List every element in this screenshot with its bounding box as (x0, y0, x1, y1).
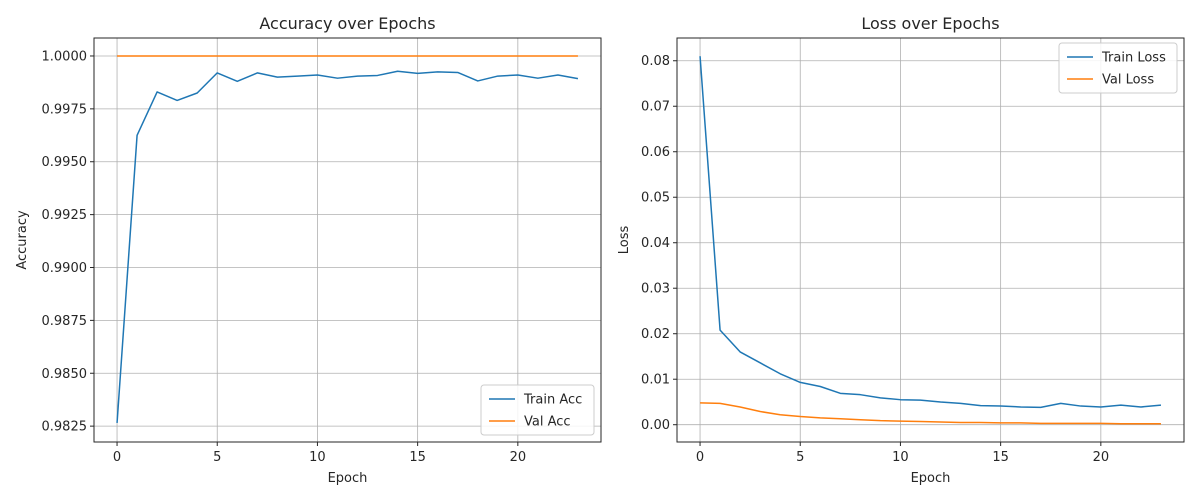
loss-plot-area (677, 38, 1184, 442)
accuracy-x-tick-label: 5 (213, 450, 221, 465)
loss-y-tick-label: 0.02 (641, 327, 670, 342)
loss-x-tick-label: 0 (696, 450, 704, 465)
loss-legend: Train Loss Val Loss (1058, 42, 1178, 94)
loss-legend-label: Train Loss (1101, 51, 1166, 66)
accuracy-legend-label: Val Acc (524, 415, 571, 430)
accuracy-y-tick-label: 1.0000 (42, 49, 88, 64)
loss-y-tick-label: 0.08 (641, 54, 670, 69)
loss-x-tick-label: 15 (992, 450, 1009, 465)
accuracy-x-tick-label: 0 (113, 450, 121, 465)
loss-series-train-loss (699, 56, 1162, 409)
accuracy-series-train-acc (116, 70, 579, 424)
loss-y-tick-label: 0.04 (641, 236, 670, 251)
loss-x-tick-label: 5 (796, 450, 804, 465)
loss-x-tick-label: 10 (892, 450, 909, 465)
loss-y-tick-label: 0.07 (641, 100, 670, 115)
accuracy-y-tick-label: 0.9900 (42, 261, 88, 276)
accuracy-x-tick-label: 15 (409, 450, 426, 465)
loss-chart-title: Loss over Epochs (861, 14, 999, 33)
accuracy-y-tick-label: 0.9875 (42, 314, 88, 329)
loss-y-tick-label: 0.00 (641, 418, 670, 433)
loss-x-tick-label: 20 (1093, 450, 1110, 465)
accuracy-plot-area (94, 38, 601, 442)
accuracy-x-tick-label: 10 (309, 450, 326, 465)
accuracy-x-axis-label: Epoch (328, 471, 368, 486)
loss-plot-border (676, 37, 1185, 443)
accuracy-x-tick-label: 20 (510, 450, 527, 465)
accuracy-legend: Train Acc Val Acc (480, 384, 595, 436)
loss-legend-box (1058, 42, 1178, 94)
loss-x-axis-label: Epoch (911, 471, 951, 486)
accuracy-y-tick-label: 0.9950 (42, 155, 88, 170)
accuracy-plot-border (93, 37, 602, 443)
accuracy-y-tick-label: 0.9825 (42, 420, 88, 435)
accuracy-y-tick-label: 0.9850 (42, 367, 88, 382)
accuracy-chart: 0 5 10 15 20 0.9825 0.9850 0.9875 0.9900 0.9925 0.… (15, 14, 602, 486)
loss-y-tick-label: 0.05 (641, 191, 670, 206)
accuracy-y-tick-label: 0.9975 (42, 102, 88, 117)
loss-y-tick-label: 0.06 (641, 145, 670, 160)
accuracy-y-tick-label: 0.9925 (42, 208, 88, 223)
loss-chart: 0 5 10 15 20 0.00 0.01 0.02 0.03 0.04 0.05 0.06 0.07… (617, 14, 1185, 486)
loss-y-axis-label: Loss (617, 226, 632, 255)
loss-y-tick-label: 0.03 (641, 282, 670, 297)
loss-y-tick-label: 0.01 (641, 373, 670, 388)
loss-legend-label: Val Loss (1102, 73, 1154, 88)
accuracy-y-axis-label: Accuracy (15, 210, 30, 270)
accuracy-legend-label: Train Acc (523, 393, 582, 408)
loss-series-val-loss (700, 402, 1161, 425)
accuracy-chart-title: Accuracy over Epochs (259, 14, 435, 33)
accuracy-legend-box (480, 384, 595, 436)
